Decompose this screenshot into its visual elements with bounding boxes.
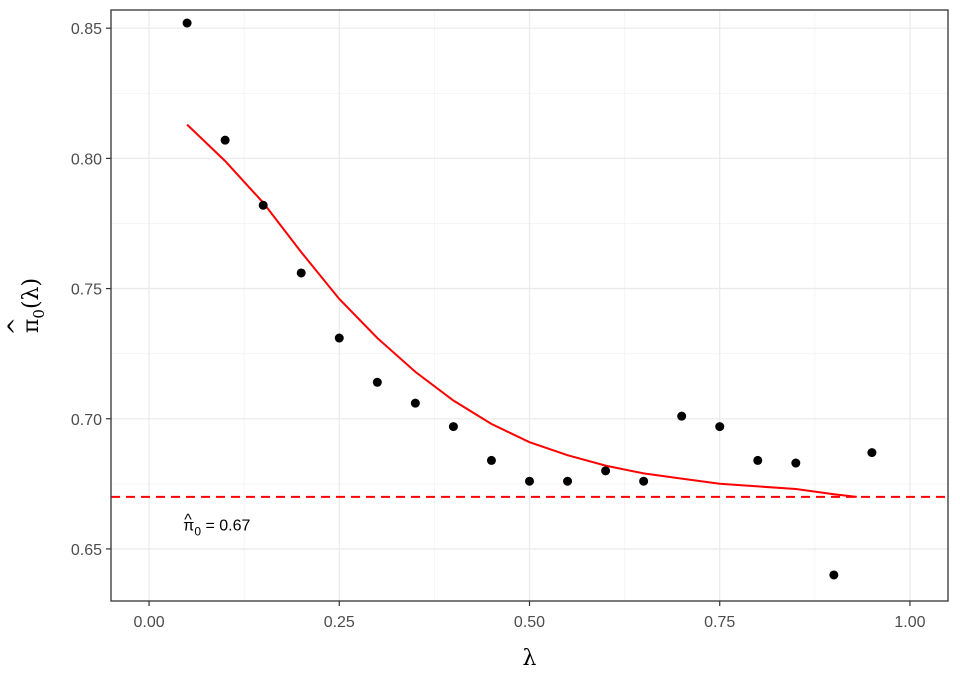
x-axis-title: λ — [523, 646, 537, 671]
y-tick-label: 0.85 — [71, 21, 102, 38]
data-point — [753, 455, 763, 465]
data-point — [677, 411, 687, 421]
y-axis-hat-mark: ^ — [5, 317, 30, 335]
axis-ticks: 0.00 0.25 0.50 0.75 1.00 0.65 0.70 0.75 0.80 0.85 — [71, 21, 926, 631]
annotation-hat-mark: ^ — [184, 512, 192, 529]
smooth-curve-layer — [186, 123, 857, 498]
data-point — [639, 476, 649, 486]
data-point — [334, 333, 344, 343]
data-point — [258, 200, 268, 210]
data-point — [791, 458, 801, 468]
data-point — [867, 448, 877, 458]
y-axis-title-argument: (λ) — [19, 278, 44, 309]
annotation-subscript: 0 — [194, 525, 201, 539]
y-tick-label: 0.70 — [71, 412, 102, 429]
x-tick-label: 0.75 — [704, 614, 735, 631]
data-point — [829, 570, 839, 580]
y-axis-title-subscript: 0 — [30, 309, 48, 319]
y-axis-title-pi: π — [19, 319, 44, 333]
data-point — [448, 422, 458, 432]
data-point — [296, 268, 306, 278]
x-tick-label: 0.50 — [514, 614, 545, 631]
y-tick-label: 0.75 — [71, 282, 102, 299]
data-point — [410, 398, 420, 408]
annotation-pi-symbol: π — [183, 518, 194, 535]
y-axis-title-group: π0(λ) ^ — [5, 278, 48, 336]
data-point — [220, 135, 230, 145]
grid — [111, 10, 948, 601]
annotation-value: = 0.67 — [201, 518, 250, 535]
x-tick-label: 1.00 — [894, 614, 925, 631]
data-point — [601, 466, 611, 476]
data-point — [182, 18, 192, 28]
data-point — [525, 476, 534, 486]
y-tick-label: 0.80 — [71, 151, 102, 168]
data-point — [563, 476, 573, 486]
data-point — [486, 455, 496, 465]
x-tick-label: 0.00 — [133, 614, 164, 631]
data-points-layer — [182, 18, 877, 580]
y-axis-title: π0(λ) — [19, 278, 48, 333]
y-tick-label: 0.65 — [71, 542, 102, 559]
x-tick-label: 0.25 — [324, 614, 355, 631]
data-point — [715, 422, 725, 432]
data-point — [372, 377, 382, 387]
pi0-estimate-annotation: π0 = 0.67 — [183, 518, 250, 539]
smoother-curve — [186, 123, 857, 498]
